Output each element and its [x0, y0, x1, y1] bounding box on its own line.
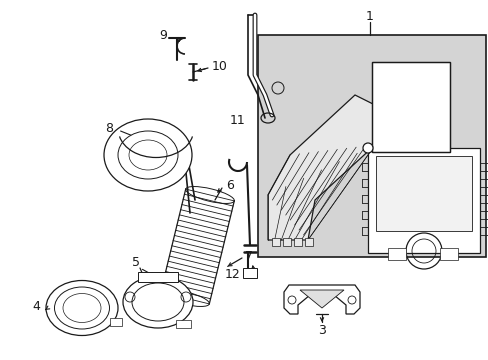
Bar	[243, 268, 257, 278]
Bar	[283, 238, 290, 246]
Ellipse shape	[54, 287, 109, 329]
Text: 7: 7	[244, 249, 252, 262]
Text: 12: 12	[224, 269, 240, 282]
Text: 6: 6	[225, 179, 233, 192]
Bar	[138, 272, 178, 282]
Bar	[305, 238, 312, 246]
Bar	[367, 148, 479, 253]
Bar	[375, 156, 471, 231]
Bar	[371, 62, 449, 152]
Text: 2: 2	[402, 76, 410, 89]
Bar	[271, 238, 280, 246]
Text: 1: 1	[366, 9, 373, 23]
Text: 5: 5	[132, 256, 140, 270]
Ellipse shape	[132, 283, 183, 321]
Polygon shape	[284, 285, 359, 314]
Polygon shape	[299, 290, 343, 308]
Text: 4: 4	[32, 301, 40, 314]
Bar	[258, 35, 485, 257]
Text: 3: 3	[317, 324, 325, 337]
Ellipse shape	[123, 276, 193, 328]
Text: 9: 9	[159, 28, 167, 41]
Bar	[110, 318, 122, 326]
Text: 10: 10	[212, 59, 227, 72]
Bar	[439, 248, 457, 260]
Ellipse shape	[104, 119, 192, 191]
Bar	[176, 320, 191, 328]
Bar	[293, 238, 302, 246]
Ellipse shape	[118, 131, 178, 179]
Polygon shape	[267, 95, 374, 240]
Text: 11: 11	[229, 113, 244, 126]
Text: 8: 8	[105, 122, 113, 135]
Ellipse shape	[46, 280, 118, 336]
Circle shape	[362, 143, 372, 153]
Bar	[387, 248, 405, 260]
Bar	[371, 62, 449, 152]
